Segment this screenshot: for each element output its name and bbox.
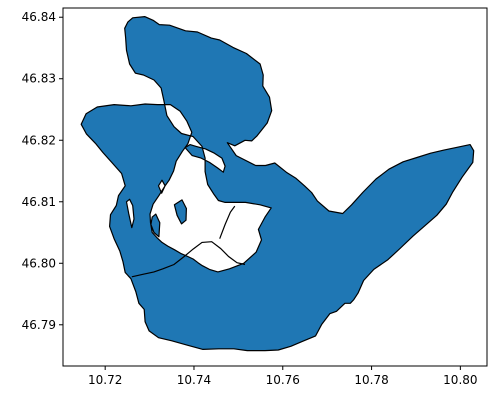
x-axis-ticks: 10.72 10.74 10.76 10.78 10.80	[88, 366, 478, 387]
x-tick-label: 10.72	[88, 373, 122, 387]
y-tick-label: 46.83	[22, 72, 56, 86]
y-tick-label: 46.84	[22, 10, 56, 24]
x-tick-label: 10.74	[177, 373, 211, 387]
axes-frame	[62, 7, 488, 367]
y-axis-ticks: 46.79 46.80 46.81 46.82 46.83 46.84	[22, 10, 63, 332]
map-boundary-east	[219, 205, 236, 239]
x-tick-label: 10.76	[266, 373, 300, 387]
map-region-main	[80, 16, 475, 352]
x-tick-label: 10.80	[443, 373, 477, 387]
plot-area	[80, 16, 475, 352]
map-boundary-west	[131, 241, 246, 278]
y-tick-label: 46.80	[22, 256, 56, 270]
y-tick-label: 46.79	[22, 318, 56, 332]
x-tick-label: 10.78	[354, 373, 388, 387]
y-tick-label: 46.81	[22, 195, 56, 209]
y-tick-label: 46.82	[22, 133, 56, 147]
